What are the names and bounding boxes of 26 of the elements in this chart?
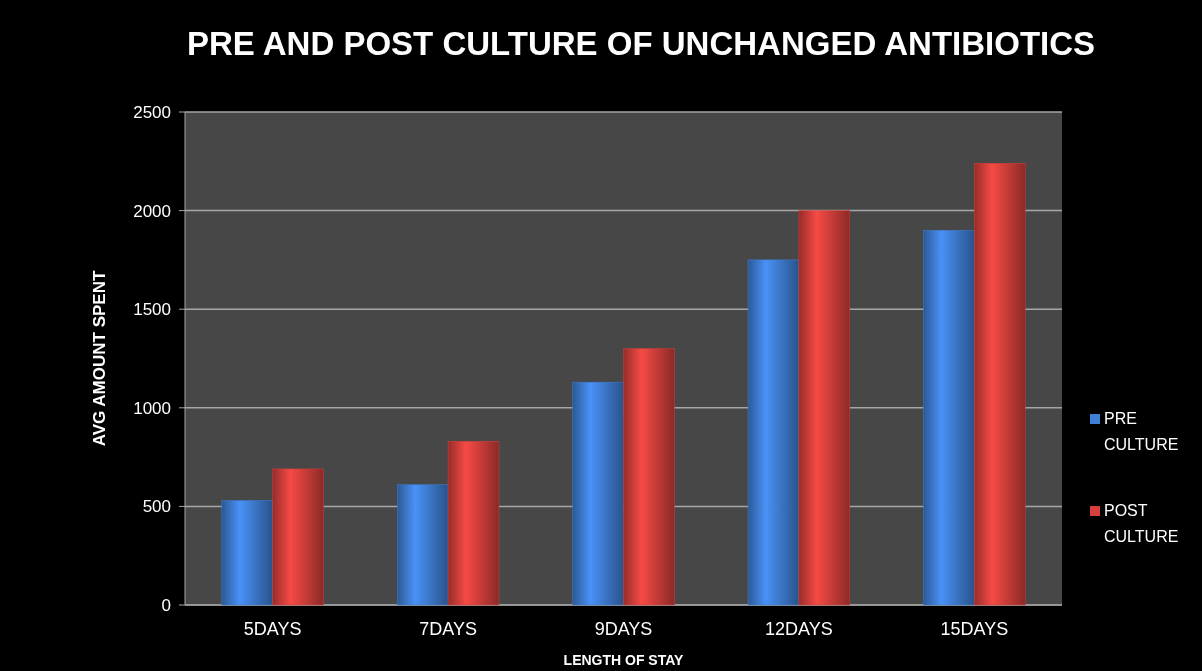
legend-label: POST CULTURE <box>1104 502 1179 545</box>
chart-title: PRE AND POST CULTURE OF UNCHANGED ANTIBIOTICS <box>186 25 1096 62</box>
bar <box>974 163 1026 606</box>
x-tick-label: 7DAYS <box>419 619 477 639</box>
bar <box>798 210 851 606</box>
y-axis-title: AVG AMOUNT SPENT <box>90 270 109 447</box>
x-axis-title: LENGTH OF STAY <box>563 652 685 668</box>
y-tick-label: 0 <box>161 595 171 615</box>
x-tick-label: 5DAYS <box>243 619 302 639</box>
bar <box>747 259 800 606</box>
x-tick-label: 12DAYS <box>765 619 833 639</box>
bar <box>272 468 324 606</box>
y-tick-label: 1500 <box>133 300 171 320</box>
y-tick-label: 1000 <box>133 398 171 418</box>
y-tick-label: 2500 <box>133 102 171 122</box>
x-tick-label: 15DAYS <box>940 619 1009 639</box>
bar <box>923 230 975 606</box>
bar <box>623 348 675 606</box>
y-tick-label: 500 <box>142 497 171 517</box>
legend-label: PRE CULTURE <box>1104 410 1179 453</box>
bar <box>447 441 500 606</box>
bar <box>221 500 273 606</box>
bar <box>572 381 624 606</box>
bar <box>396 484 449 606</box>
y-tick-label: 2000 <box>133 201 171 221</box>
x-tick-label: 9DAYS <box>594 619 653 639</box>
